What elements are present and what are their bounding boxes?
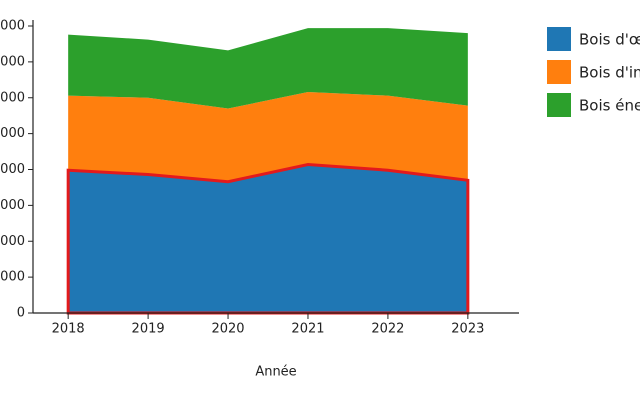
x-tick-label: 2023 bbox=[451, 322, 484, 337]
x-tick-label: 2019 bbox=[132, 322, 165, 337]
y-tick-label: 0 bbox=[17, 306, 25, 321]
x-tick-label: 2022 bbox=[371, 322, 404, 337]
area bbox=[66, 162, 470, 315]
y-tick-label: 10000 bbox=[0, 234, 25, 249]
y-tick-label: 35000 bbox=[0, 54, 25, 69]
area bbox=[68, 92, 468, 182]
area bbox=[68, 28, 468, 109]
x-tick-label: 2020 bbox=[211, 322, 244, 337]
x-tick-label: 2018 bbox=[52, 322, 85, 337]
legend-label: Bois d'in bbox=[579, 64, 640, 82]
legend-swatch bbox=[547, 93, 571, 117]
y-tick-label: 20000 bbox=[0, 162, 25, 177]
y-tick-label: 15000 bbox=[0, 198, 25, 213]
y-tick-label: 5000 bbox=[0, 270, 25, 285]
y-tick-label: 30000 bbox=[0, 90, 25, 105]
legend-swatch bbox=[547, 27, 571, 51]
legend-label: Bois d'œ bbox=[579, 31, 640, 49]
legend-label: Bois éne bbox=[579, 97, 640, 115]
x-axis-label: Année bbox=[255, 365, 296, 380]
y-tick-label: 40000 bbox=[0, 19, 25, 34]
x-tick-label: 2021 bbox=[291, 322, 324, 337]
legend-swatch bbox=[547, 60, 571, 84]
y-tick-label: 25000 bbox=[0, 126, 25, 141]
